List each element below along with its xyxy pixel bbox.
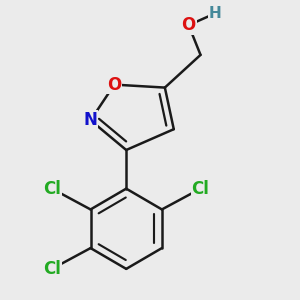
Text: Cl: Cl (43, 260, 61, 278)
Text: N: N (84, 111, 98, 129)
Text: O: O (182, 16, 196, 34)
Text: Cl: Cl (192, 180, 209, 198)
Text: O: O (107, 76, 122, 94)
Text: H: H (209, 6, 222, 21)
Text: Cl: Cl (43, 180, 61, 198)
